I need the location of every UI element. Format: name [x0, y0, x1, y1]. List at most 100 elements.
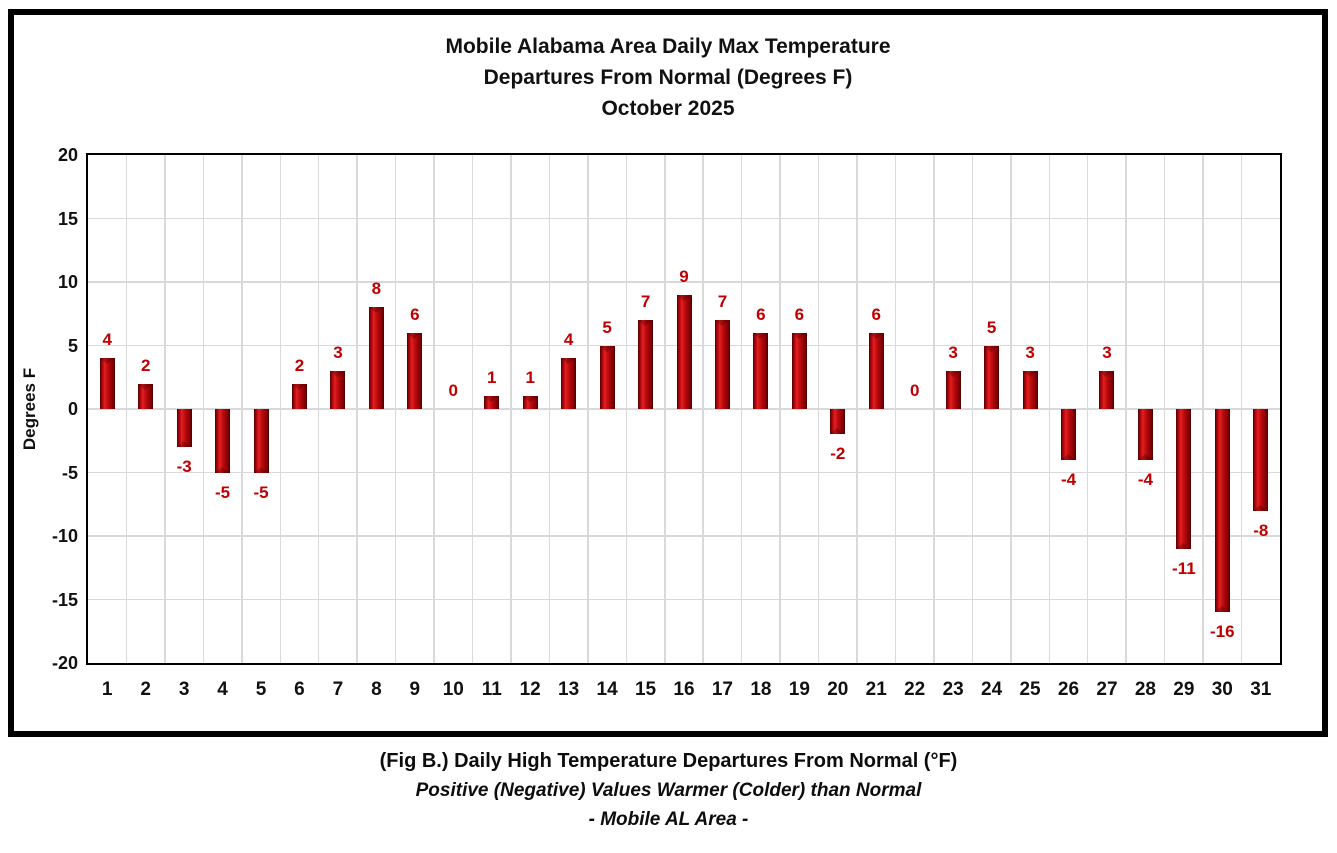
v-gridline: [241, 155, 243, 663]
v-gridline: [817, 155, 820, 663]
chart-title-line-2: Departures From Normal (Degrees F): [483, 66, 853, 89]
v-gridline: [356, 155, 358, 663]
bar-value-label: 1: [487, 368, 497, 388]
x-tick-label: 12: [519, 679, 541, 700]
v-gridline: [1010, 155, 1012, 663]
x-tick-label: 19: [788, 679, 810, 700]
x-tick-label: 16: [673, 679, 695, 700]
bar-day-7: [330, 370, 346, 409]
v-gridline: [1163, 155, 1166, 663]
y-tick-label: 5: [67, 335, 78, 356]
bar-value-label: 7: [640, 292, 651, 312]
x-tick-label: 2: [140, 679, 151, 700]
x-tick-label: 15: [634, 679, 657, 700]
x-tick-label: 17: [711, 679, 733, 700]
v-gridline: [740, 155, 743, 663]
bar-value-label: -16: [1210, 622, 1235, 642]
bar-day-14: [599, 345, 615, 409]
bar-value-label: 6: [756, 304, 766, 324]
v-gridline: [317, 155, 320, 663]
bar-day-8: [368, 307, 384, 409]
v-gridline: [202, 155, 205, 663]
y-tick-label: 20: [57, 145, 78, 165]
h-gridline: [88, 535, 1280, 537]
bar-day-12: [522, 396, 538, 409]
x-tick-label: 24: [981, 679, 1003, 700]
bar-day-2: [138, 383, 154, 409]
x-tick-label: 27: [1096, 679, 1118, 700]
chart-title-line-1: Mobile Alabama Area Daily Max Temperatur…: [445, 35, 891, 58]
bar-value-label: 3: [333, 342, 343, 362]
bar-day-27: [1099, 370, 1115, 409]
bar-value-label: -2: [830, 444, 846, 464]
bar-value-label: 4: [102, 330, 112, 350]
v-gridline: [279, 155, 281, 663]
bar-value-label: -4: [1060, 469, 1077, 489]
chart-title-line-3: October 2025: [601, 97, 735, 120]
bar-day-4: [215, 409, 231, 473]
x-tick-label: 25: [1019, 679, 1041, 700]
v-gridline: [1086, 155, 1089, 663]
h-gridline: [88, 281, 1280, 283]
x-tick-label: 5: [255, 679, 267, 700]
bar-value-label: 8: [371, 279, 382, 299]
bar-day-29: [1176, 409, 1192, 549]
x-tick-label: 26: [1057, 679, 1080, 700]
y-tick-label: 15: [57, 208, 78, 229]
v-gridline: [394, 155, 397, 663]
bar-value-label: -8: [1253, 520, 1269, 540]
bar-value-label: 9: [679, 266, 689, 286]
bar-value-label: 7: [717, 292, 728, 312]
bar-value-label: 2: [140, 355, 151, 375]
v-gridline: [1048, 155, 1051, 663]
x-tick-label: 4: [217, 679, 228, 700]
x-tick-label: 30: [1211, 679, 1233, 700]
caption-line-1: (Fig B.) Daily High Temperature Departur…: [379, 750, 958, 772]
x-tick-label: 9: [409, 679, 421, 700]
v-gridline: [971, 155, 974, 663]
figure-caption: (Fig B.) Daily High Temperature Departur…: [0, 746, 1337, 834]
bar-day-23: [945, 370, 961, 409]
bar-day-16: [676, 294, 692, 409]
bar-value-label: -11: [1172, 558, 1196, 578]
bar-day-5: [253, 409, 269, 473]
h-gridline: [88, 598, 1280, 601]
v-gridline: [548, 155, 551, 663]
bar-day-24: [984, 345, 1000, 409]
bar-value-label: 6: [794, 304, 805, 324]
v-gridline: [1240, 155, 1243, 663]
y-tick-label: -5: [61, 462, 78, 483]
plot-area: 4 2 -3 -5 -5 2 3 8 6 0 1 1 4 5 7 9 7 6 6 -2 6 0 3 5 3 -4 3 -4 -11 -16…: [86, 153, 1282, 665]
x-tick-label: 23: [942, 679, 964, 700]
x-tick-label: 7: [332, 679, 344, 700]
bar-value-label: 0: [448, 381, 459, 400]
bar-value-label: 6: [871, 304, 881, 324]
y-tick-label: -10: [51, 526, 78, 546]
bar-day-1: [99, 358, 115, 409]
bar-value-label: 3: [1102, 342, 1112, 362]
v-gridline: [625, 155, 628, 663]
x-tick-label: 6: [294, 679, 305, 700]
h-gridline: [88, 408, 1280, 410]
v-gridline: [664, 155, 666, 663]
bar-value-label: 4: [563, 330, 574, 350]
v-gridline: [779, 155, 781, 663]
x-tick-label: 28: [1134, 679, 1156, 700]
bar-day-25: [1022, 370, 1038, 409]
bar-day-3: [176, 409, 192, 448]
bar-value-label: 2: [294, 355, 305, 375]
v-gridline: [125, 155, 128, 663]
v-gridline: [433, 155, 435, 663]
bar-day-18: [753, 332, 769, 409]
y-tick-label: 0: [67, 399, 78, 419]
x-tick-label: 13: [558, 679, 580, 700]
v-gridline: [1125, 155, 1127, 663]
x-tick-label: 18: [750, 679, 772, 700]
v-gridline: [164, 155, 166, 663]
bar-day-21: [868, 332, 884, 409]
x-tick-label: 31: [1250, 679, 1272, 700]
chart-title: Mobile Alabama Area Daily Max Temperatur…: [8, 31, 1328, 124]
bar-day-19: [791, 332, 807, 409]
bar-value-label: -5: [215, 482, 231, 502]
